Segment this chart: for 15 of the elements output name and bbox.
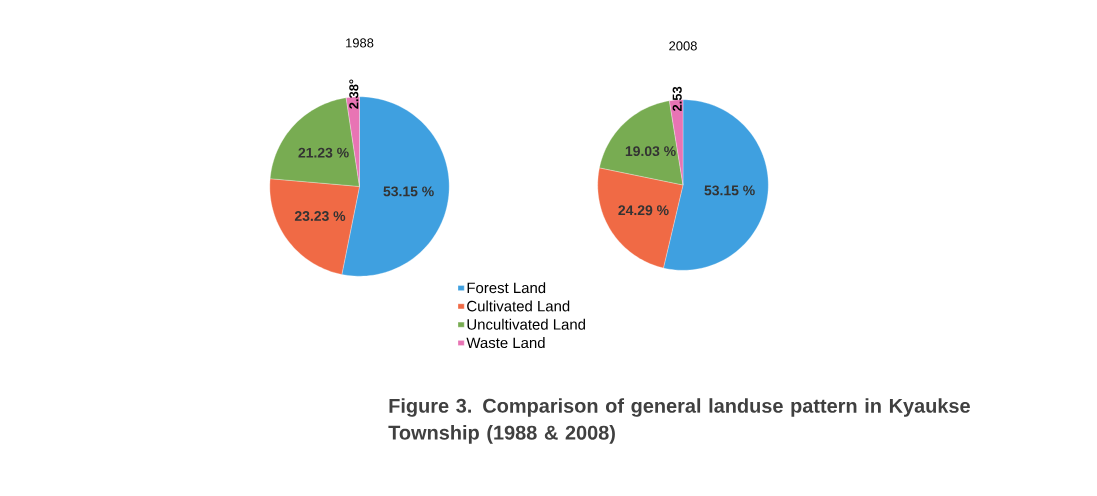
data-label: 53.15 % (383, 186, 434, 197)
caption: Figure 3. Comparison of general landuse pattern in Kyaukse Township (1988 & 2008) (388, 398, 970, 444)
legend-label: Uncultivated Land (467, 318, 586, 330)
data-label: 2.53 (672, 86, 682, 112)
legend-label: Forest Land (467, 282, 546, 294)
data-label: 2.38° (349, 79, 359, 109)
data-label: 24.29 % (618, 205, 669, 216)
data-label: 53.15 % (704, 185, 755, 196)
chart-title: 1988 (346, 38, 374, 48)
data-label: 21.23 % (298, 147, 349, 158)
legend-label: Waste Land (466, 337, 545, 349)
data-label: 23.23 % (294, 211, 346, 222)
data-label: 19.03 % (625, 146, 676, 157)
legend-label: Cultivated Land (467, 300, 570, 312)
chart-title: 2008 (669, 41, 697, 51)
